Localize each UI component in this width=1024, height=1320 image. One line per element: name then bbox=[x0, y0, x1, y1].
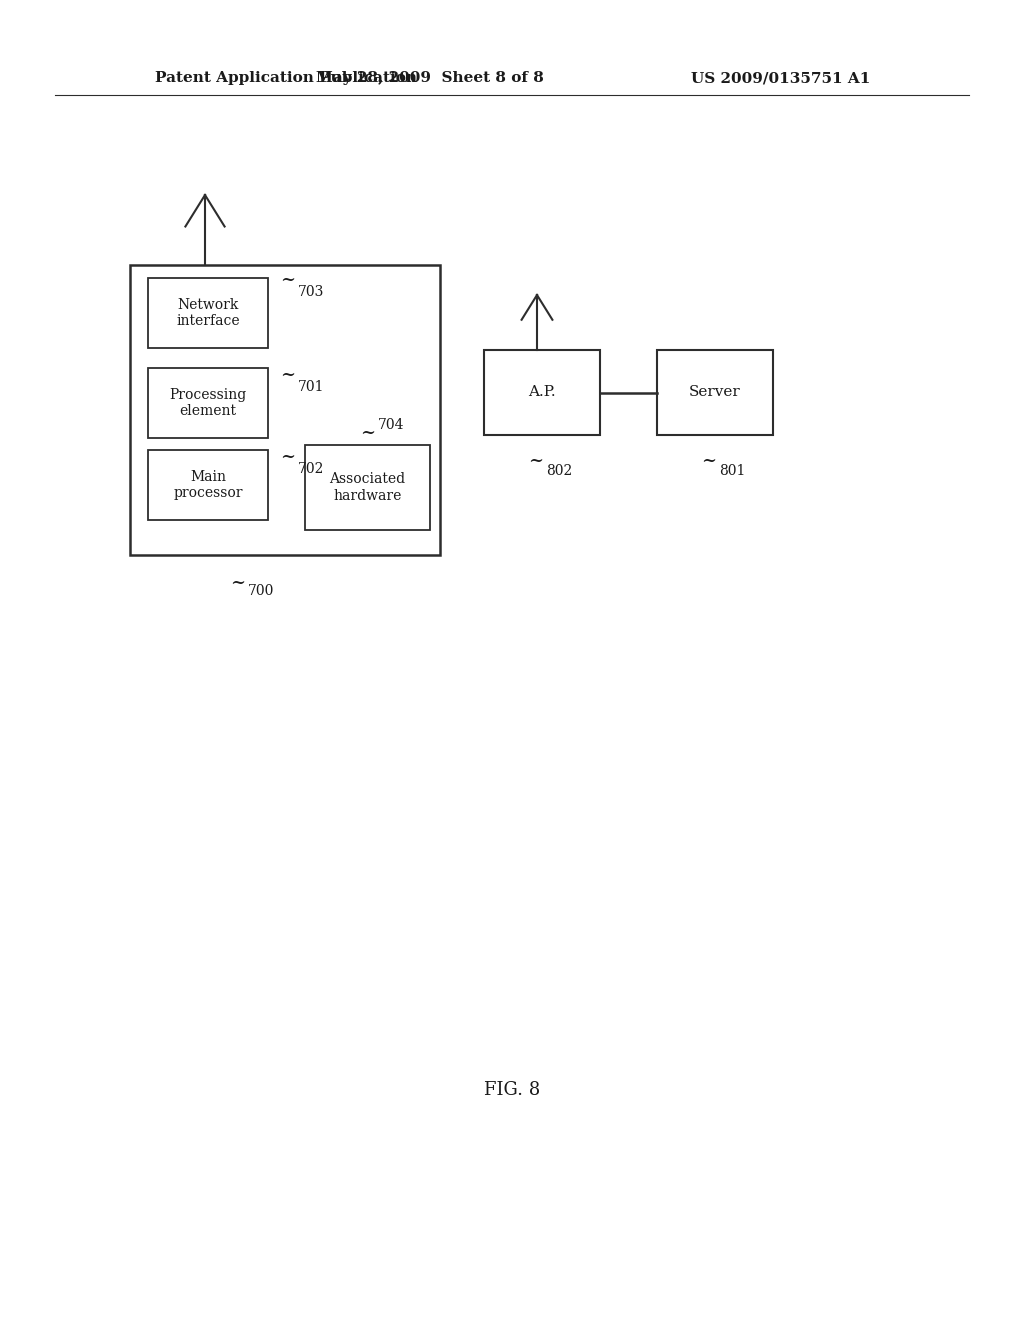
Text: 802: 802 bbox=[546, 465, 572, 478]
Text: ~: ~ bbox=[528, 451, 543, 470]
Text: ~: ~ bbox=[701, 451, 716, 470]
Text: 701: 701 bbox=[298, 380, 325, 393]
Text: Network
interface: Network interface bbox=[176, 298, 240, 329]
Text: FIG. 8: FIG. 8 bbox=[484, 1081, 540, 1100]
Text: ~: ~ bbox=[230, 574, 245, 591]
Text: 702: 702 bbox=[298, 462, 325, 477]
Bar bbox=[148, 279, 268, 348]
Text: ~: ~ bbox=[280, 271, 295, 289]
Text: US 2009/0135751 A1: US 2009/0135751 A1 bbox=[690, 71, 870, 84]
Bar bbox=[657, 350, 773, 436]
Text: ~: ~ bbox=[360, 424, 375, 442]
Text: ~: ~ bbox=[280, 366, 295, 384]
Text: ~: ~ bbox=[280, 447, 295, 466]
Text: May 28, 2009  Sheet 8 of 8: May 28, 2009 Sheet 8 of 8 bbox=[316, 71, 544, 84]
Text: Associated
hardware: Associated hardware bbox=[330, 473, 406, 503]
Text: Main
processor: Main processor bbox=[173, 470, 243, 500]
Bar bbox=[148, 368, 268, 438]
Bar bbox=[130, 265, 440, 554]
Text: Server: Server bbox=[689, 385, 741, 400]
Text: Patent Application Publication: Patent Application Publication bbox=[155, 71, 417, 84]
Text: Processing
element: Processing element bbox=[169, 388, 247, 418]
Text: 703: 703 bbox=[298, 285, 325, 300]
Bar bbox=[148, 450, 268, 520]
Text: A.P.: A.P. bbox=[528, 385, 556, 400]
Bar bbox=[484, 350, 600, 436]
Text: 700: 700 bbox=[248, 583, 274, 598]
Text: 704: 704 bbox=[378, 418, 404, 432]
Bar bbox=[305, 445, 430, 531]
Text: 801: 801 bbox=[719, 465, 745, 478]
